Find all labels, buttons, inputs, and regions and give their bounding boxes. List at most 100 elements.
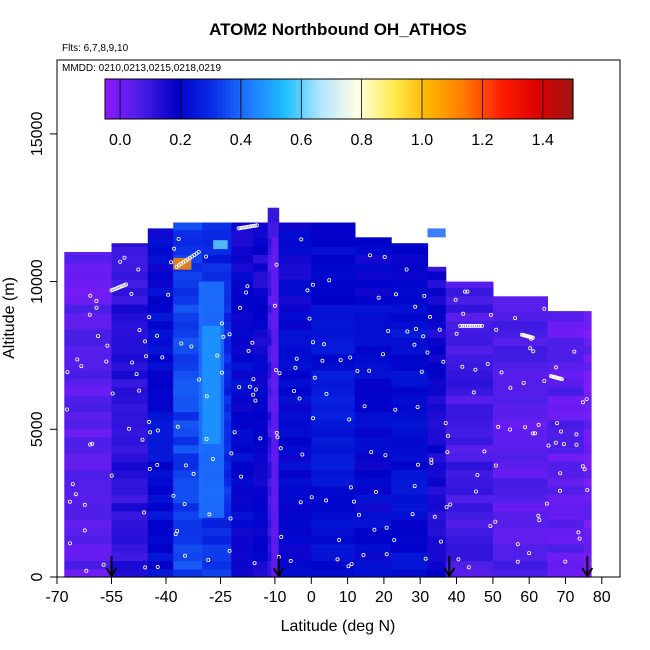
sample-point [154,333,159,338]
heatmap-cell [311,254,356,264]
heatmap-cell [64,337,113,346]
sample-point [253,398,258,403]
heatmap-cell [231,502,254,512]
colorbar-segment [510,79,516,119]
y-tick-label: 10000 [29,259,46,304]
colorbar-segment [534,79,539,119]
x-tick-label: 80 [593,589,611,606]
heatmap-cell [147,428,174,437]
sample-point [561,442,566,447]
heatmap-cell [173,436,203,446]
heatmap-cell [354,510,392,520]
heatmap-cell [547,552,585,562]
heatmap-cell [492,345,548,355]
heatmap-cell [354,378,392,388]
heatmap-cell [547,568,585,578]
heatmap-cell [147,452,174,462]
heatmap-cell [111,461,149,471]
heatmap-cell [354,560,392,570]
heatmap-cell [111,304,149,313]
sample-point [247,384,252,389]
colorbar-segment [358,79,363,119]
heatmap-cell [391,502,429,512]
heatmap-cell [147,469,174,479]
heatmap-cell [173,246,203,255]
sample-point [274,262,279,267]
sample-point [210,457,215,462]
heatmap-cell [111,502,149,512]
heatmap-cell [492,535,548,545]
colorbar-segment [506,79,512,119]
heatmap-cell [583,436,592,446]
heatmap-cell [111,395,149,404]
heatmap-cell [354,461,392,471]
heatmap-cell [111,386,149,396]
heatmap-cell [253,543,269,553]
heatmap-cell [354,361,392,371]
heatmap-cell [173,502,203,512]
heatmap-cell [202,262,232,272]
heatmap-cell [64,477,113,487]
heatmap-cell [253,353,269,363]
heatmap-cell [147,519,174,528]
sample-point [475,472,480,477]
heatmap-cell [583,510,592,520]
profile-markers [105,556,594,578]
heatmap-cell [492,370,548,380]
heatmap-cell [147,328,174,338]
heatmap-cell [547,370,585,380]
colorbar-segment [335,79,340,119]
colorbar-segment [163,79,168,119]
heatmap-cell [231,510,254,520]
heatmap-cell [231,461,254,471]
heatmap-cell [147,320,174,330]
heatmap-cell [253,502,269,512]
x-tick-label: 0 [307,589,316,606]
heatmap-cell [427,328,447,338]
heatmap-cell [547,510,585,520]
heatmap-cell [111,411,149,421]
colorbar-segment [553,79,558,119]
colorbar-segment [128,79,133,119]
heatmap-cell [202,552,232,562]
sample-point [65,370,70,375]
colorbar-segment [459,79,465,119]
heatmap-cell [445,403,494,413]
x-tick-label: -70 [45,589,68,606]
heatmap-cell [427,510,447,520]
heatmap-cell [354,436,392,446]
sample-point [175,424,180,429]
heatmap-cell [547,436,585,446]
sample-point [189,344,194,349]
sample-point [105,343,110,348]
heatmap-cell [253,436,269,446]
heatmap-cell [445,527,494,537]
sample-point [87,312,92,317]
profile-marker-head [272,567,285,578]
heatmap-cell [427,353,447,363]
heatmap-cell [391,320,429,330]
sample-track-point [559,377,564,382]
sample-point [553,440,558,445]
heatmap-cell [173,320,203,330]
heatmap-cell [147,543,174,553]
heatmap-cell [445,510,494,520]
heatmap-cell [278,254,312,264]
heatmap-cell [147,461,174,471]
colorbar-segment [179,79,184,119]
heatmap-cell [354,568,392,578]
heatmap-cell [492,304,548,313]
sample-point [277,371,282,376]
colorbar-segment [393,79,399,119]
colorbar-segment [249,79,254,119]
sample-point [278,446,283,451]
heatmap-cell [391,444,429,454]
heatmap-cell [111,543,149,553]
colorbar: 0.0 0.2 0.4 0.6 0.8 1.0 1.2 1.4 [105,79,574,149]
heatmap-cell [311,222,356,231]
sample-point [312,375,317,380]
sample-point [531,349,536,354]
heatmap-cell [64,419,113,429]
heatmap-cell [231,494,254,504]
colorbar-segment [463,79,469,119]
